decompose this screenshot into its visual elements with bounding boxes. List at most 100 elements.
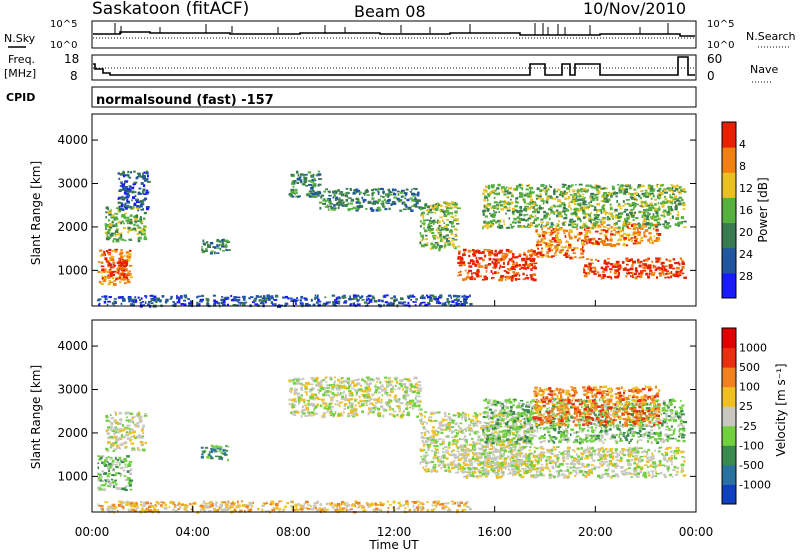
- power-pixel: [293, 180, 297, 183]
- velocity-pixel: [424, 458, 427, 461]
- power-pixel: [616, 242, 621, 246]
- velocity-pixel: [406, 413, 410, 417]
- velocity-pixel: [431, 435, 436, 438]
- power-pixel: [113, 270, 117, 273]
- power-pixel: [104, 257, 108, 261]
- velocity-pixel: [388, 394, 392, 397]
- power-pixel: [321, 194, 325, 197]
- velocity-pixel: [114, 463, 118, 466]
- velocity-pixel: [374, 409, 377, 411]
- velocity-pixel: [412, 402, 417, 405]
- power-pixel: [134, 217, 138, 220]
- power-pixel: [642, 214, 647, 217]
- power-pixel: [318, 201, 323, 204]
- power-pixel: [346, 191, 349, 194]
- velocity-pixel: [300, 410, 303, 414]
- power-pixel: [353, 191, 358, 194]
- power-pixel: [568, 201, 571, 205]
- power-pixel: [472, 254, 476, 257]
- velocity-pixel: [107, 426, 111, 429]
- power-pixel: [679, 188, 683, 191]
- power-pixel: [132, 196, 136, 200]
- power-pixel: [681, 203, 686, 207]
- power-pixel: [504, 278, 507, 281]
- power-pixel: [503, 261, 505, 265]
- power-pixel: [436, 229, 439, 232]
- velocity-pixel: [390, 390, 394, 393]
- power-pixel: [618, 187, 621, 190]
- power-pixel: [524, 205, 527, 209]
- power-pixel: [550, 196, 553, 200]
- power-pixel: [622, 192, 625, 195]
- velocity-pixel: [290, 389, 293, 392]
- velocity-pixel: [510, 417, 515, 420]
- power-pixel: [556, 233, 559, 236]
- power-pixel: [366, 303, 369, 306]
- power-pixel: [367, 294, 372, 297]
- power-pixel: [593, 242, 598, 245]
- power-pixel: [566, 187, 570, 190]
- power-pixel: [123, 282, 127, 285]
- power-pixel: [402, 301, 407, 304]
- power-pixel: [404, 203, 408, 207]
- power-pixel: [526, 194, 531, 196]
- velocity-pixel: [422, 427, 426, 430]
- velocity-pixel: [449, 446, 451, 448]
- velocity-pixel: [347, 379, 351, 382]
- velocity-pixel: [419, 461, 422, 465]
- power-ylabel: Slant Range [km]: [29, 161, 43, 265]
- power-pixel: [430, 220, 432, 224]
- power-pixel: [118, 257, 121, 260]
- power-pixel: [633, 211, 637, 214]
- velocity-pixel: [461, 414, 464, 418]
- power-pixel: [221, 239, 225, 242]
- power-pixel: [446, 219, 449, 221]
- power-pixel: [356, 191, 359, 193]
- power-pixel: [454, 214, 457, 217]
- power-pixel: [536, 256, 540, 258]
- velocity-pixel: [364, 386, 369, 390]
- velocity-band-4: [457, 446, 687, 479]
- power-pixel: [576, 209, 580, 213]
- power-pixel: [422, 219, 427, 222]
- velocity-pixel: [113, 448, 118, 451]
- power-pixel: [139, 299, 142, 301]
- power-pixel: [494, 259, 498, 263]
- power-pixel: [597, 192, 601, 195]
- power-pixel: [530, 268, 533, 271]
- power-pixel: [110, 216, 115, 219]
- power-pixel: [580, 190, 583, 193]
- power-pixel: [674, 208, 678, 211]
- power-pixel: [623, 189, 626, 193]
- power-pixel: [618, 190, 623, 194]
- power-pixel: [525, 192, 529, 196]
- velocity-pixel: [112, 485, 116, 489]
- power-colorbar-swatch: [722, 172, 736, 198]
- power-pixel: [490, 190, 494, 193]
- power-pixel: [201, 245, 203, 248]
- power-ytick-label: 3000: [57, 177, 88, 191]
- power-pixel: [617, 205, 621, 208]
- power-pixel: [441, 238, 444, 241]
- power-pixel: [120, 235, 123, 238]
- velocity-pixel: [432, 431, 437, 435]
- power-pixel: [556, 214, 560, 218]
- velocity-pixel: [459, 427, 462, 430]
- power-pixel: [540, 225, 543, 228]
- power-pixel: [176, 297, 179, 300]
- power-pixel: [494, 249, 497, 253]
- velocity-pixel: [427, 448, 430, 451]
- velocity-pixel: [293, 388, 298, 392]
- power-pixel: [114, 216, 118, 219]
- power-pixel: [541, 249, 543, 253]
- power-pixel: [118, 205, 121, 208]
- power-pixel: [665, 211, 669, 214]
- power-pixel: [647, 192, 652, 195]
- power-pixel: [562, 224, 566, 226]
- power-pixel: [136, 200, 139, 204]
- power-pixel: [669, 218, 672, 221]
- power-pixel: [576, 189, 580, 193]
- power-pixel: [438, 296, 442, 299]
- power-pixel: [638, 272, 640, 275]
- velocity-pixel: [366, 392, 370, 395]
